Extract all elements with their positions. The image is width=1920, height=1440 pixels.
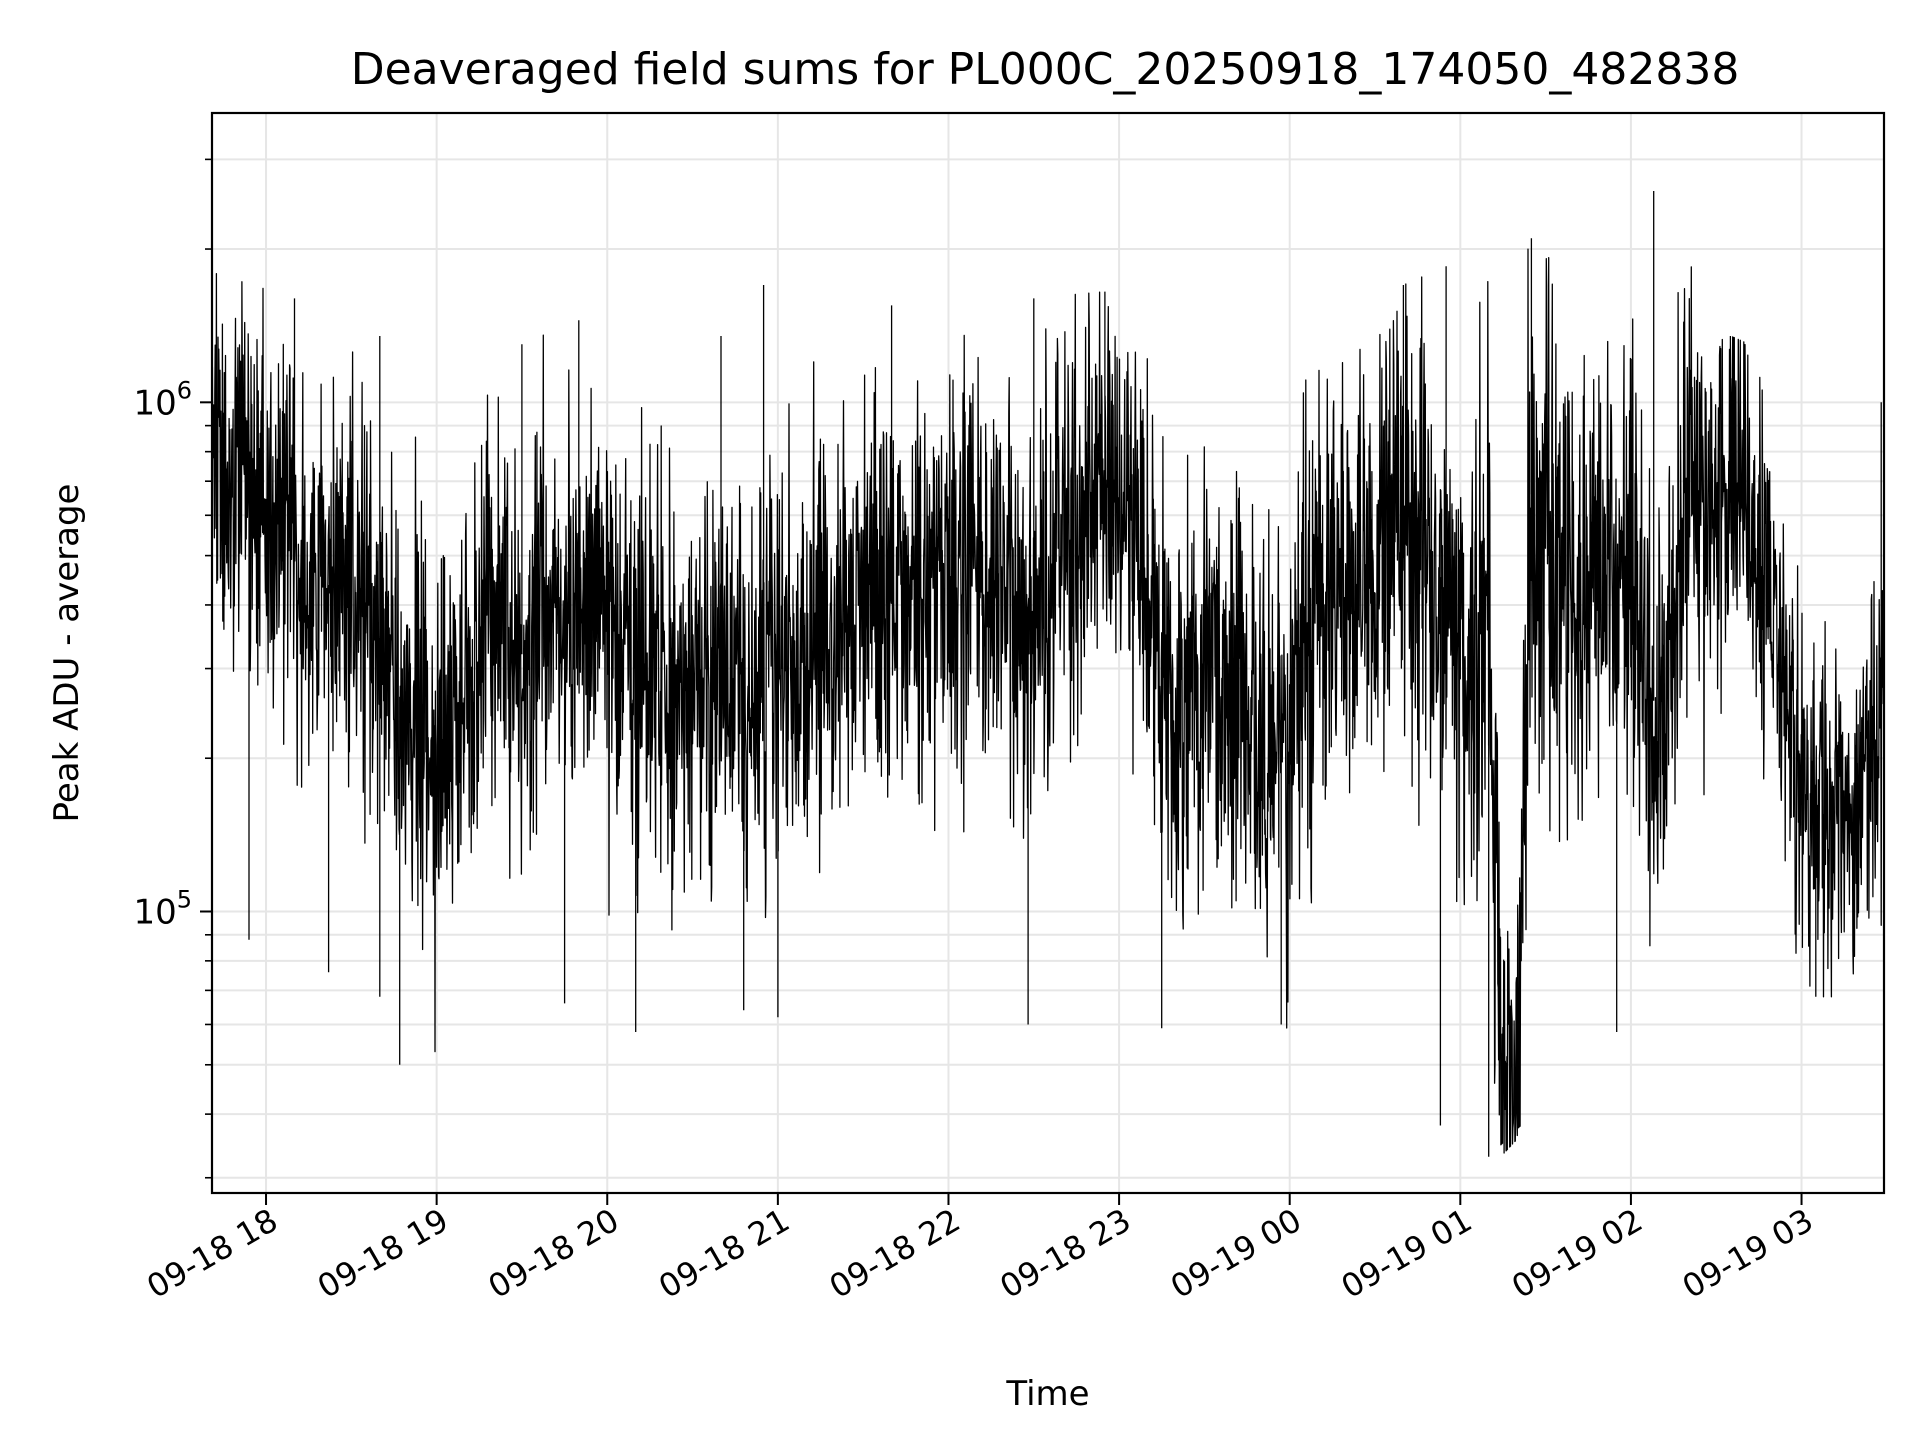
plot-frame bbox=[210, 111, 1886, 1195]
y-tick-label: 106 bbox=[133, 376, 192, 423]
y-axis-label: Peak ADU - average bbox=[47, 484, 87, 823]
x-axis-label: Time bbox=[1005, 1374, 1089, 1414]
data-layer bbox=[211, 191, 1885, 1157]
data-series-line bbox=[211, 191, 1885, 1157]
chart-title: Deaveraged field sums for PL000C_2025091… bbox=[351, 44, 1740, 95]
y-tick-label: 105 bbox=[133, 886, 192, 933]
